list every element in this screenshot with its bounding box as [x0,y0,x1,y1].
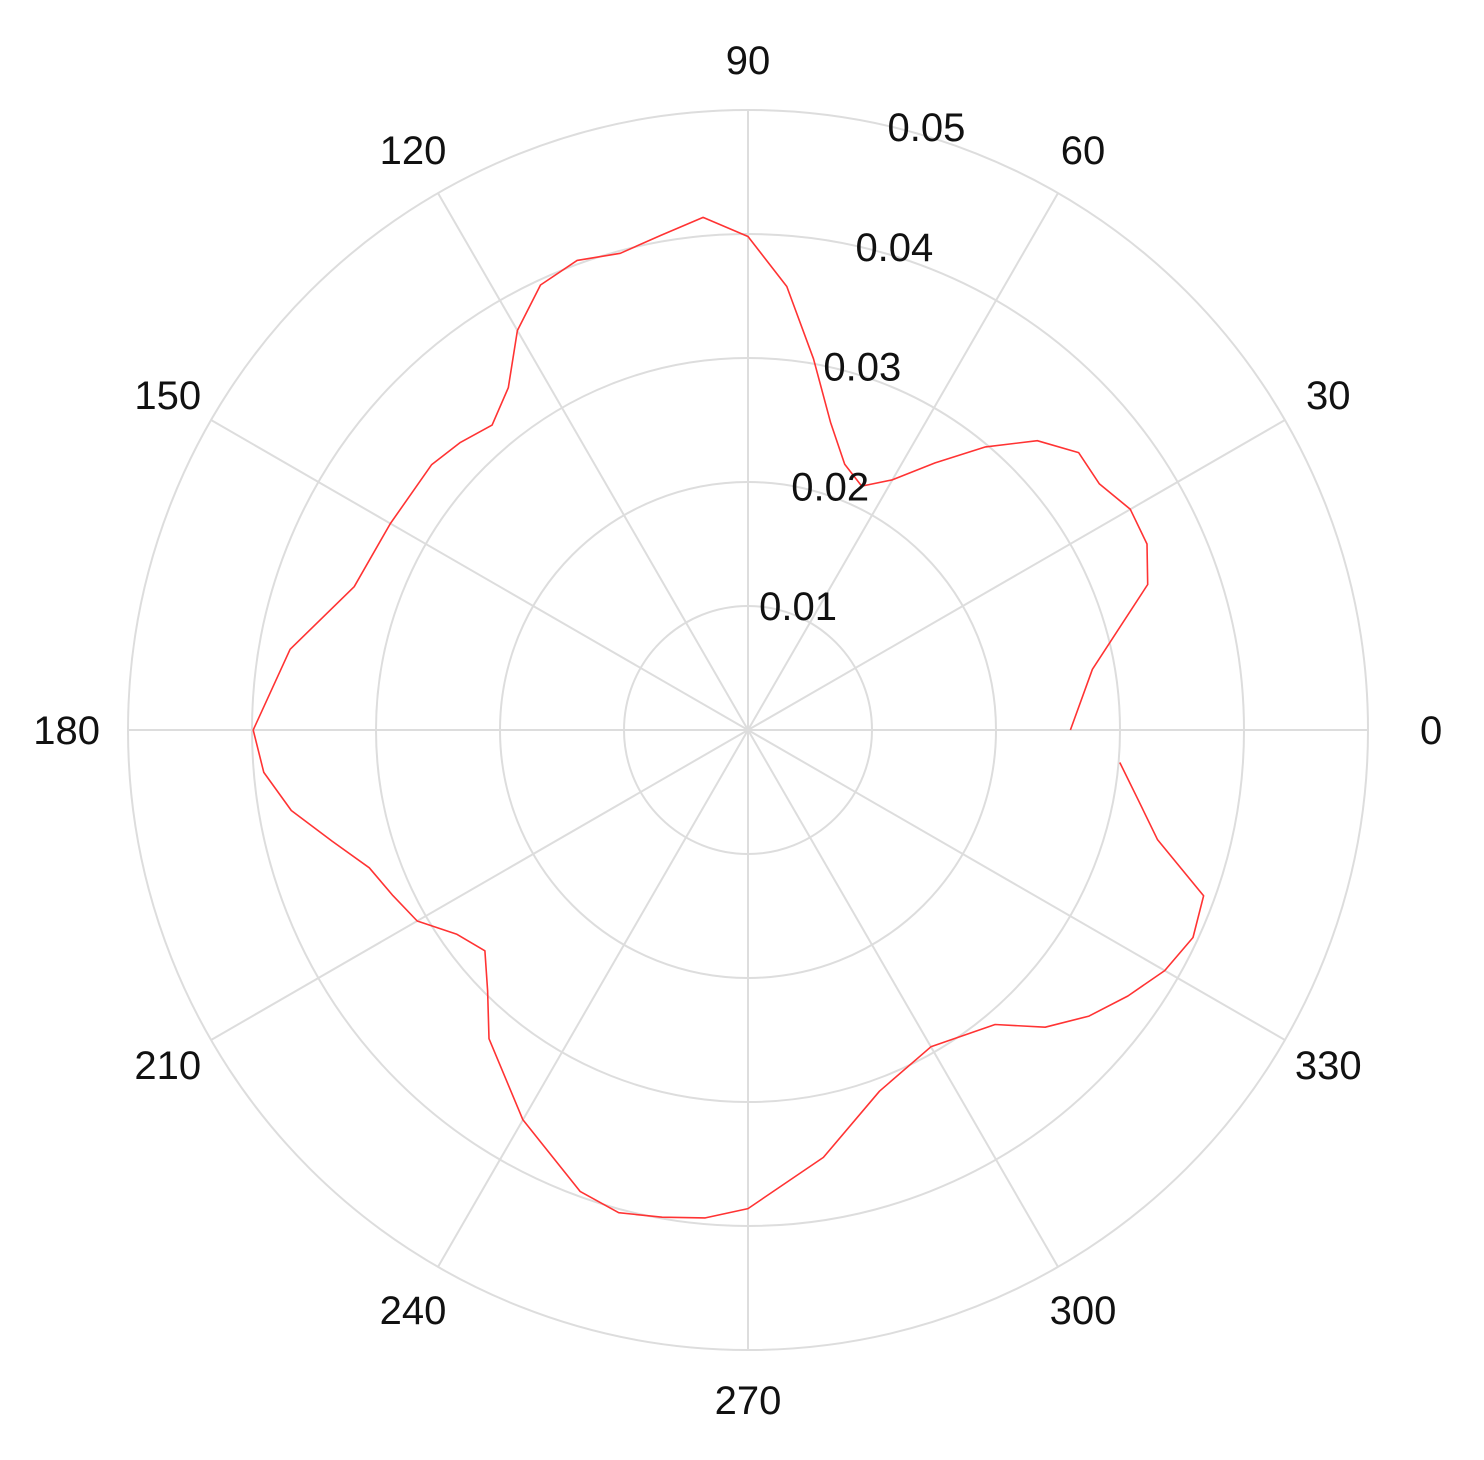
radial-tick-label: 0.04 [855,226,933,270]
grid-spoke-150 [210,419,749,731]
grid-spoke-210 [210,729,749,1041]
radial-tick-label: 0.01 [759,585,837,629]
angle-tick-label: 60 [1061,129,1106,173]
angle-tick-label: 330 [1295,1044,1362,1088]
series-layer [252,216,1205,1219]
angle-tick-label: 180 [33,709,100,753]
grid-spoke-30 [747,419,1286,731]
radial-tick-label: 0.05 [888,106,966,150]
grid-spoke-240 [437,729,749,1268]
angle-tick-label: 300 [1050,1289,1117,1333]
angle-tick-label: 240 [380,1289,447,1333]
angle-tick-label: 150 [134,374,201,418]
angle-tick-label: 30 [1306,374,1351,418]
radial-tick-label: 0.03 [823,346,901,390]
tick-labels: 0 30 60 90 120 150 180 210 240 270 300 330 0.01 0.02 0… [33,39,1442,1423]
grid-spoke-120 [437,192,749,731]
polar-grid [127,109,1369,1351]
angle-tick-label: 0 [1420,709,1442,753]
angle-tick-label: 90 [726,39,771,83]
angle-tick-label: 120 [380,129,447,173]
radial-tick-label: 0.02 [791,465,869,509]
angle-tick-label: 270 [715,1379,782,1423]
series-line-1 [252,216,1205,1219]
grid-spoke-60 [747,192,1059,731]
angle-tick-label: 210 [134,1044,201,1088]
grid-spoke-300 [747,729,1059,1268]
grid-spoke-330 [747,729,1286,1041]
